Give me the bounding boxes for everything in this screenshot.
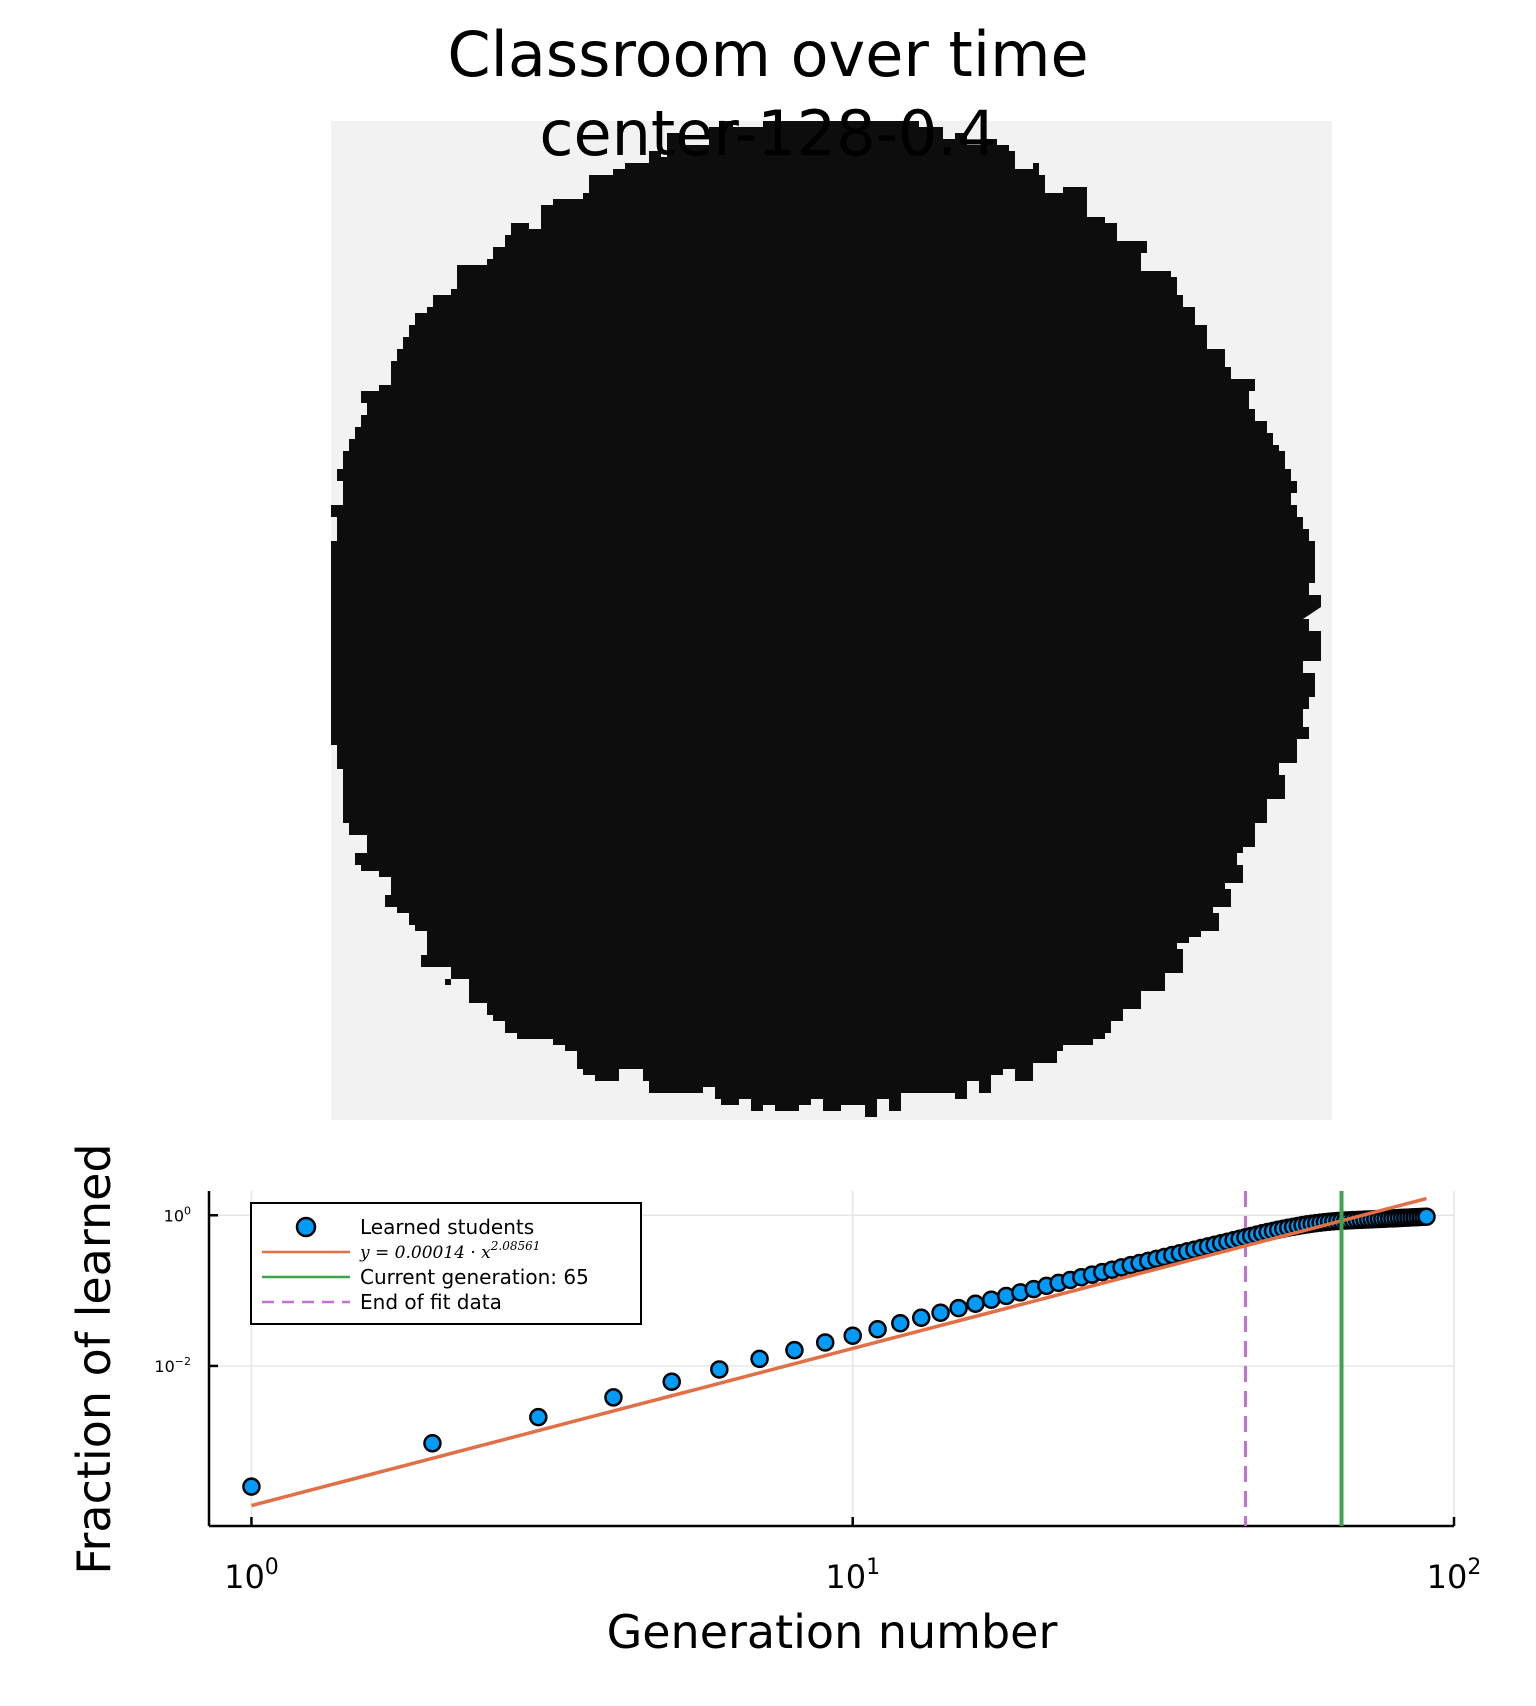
scatter-point: [529, 1407, 548, 1427]
heatmap-learned-region: [331, 121, 1321, 1117]
y-axis-label: Fraction of learned: [67, 1143, 121, 1574]
plot-series: [242, 1191, 1436, 1526]
x-tick-label: 101: [825, 1555, 880, 1596]
scatter-point: [966, 1294, 985, 1314]
scatter-point: [982, 1290, 1001, 1309]
figure-title-line1: Classroom over time: [447, 18, 1089, 91]
scatter-point: [949, 1298, 968, 1318]
x-tick-label: 102: [1427, 1555, 1482, 1596]
scatter-point: [710, 1360, 729, 1379]
x-tick-label: 100: [224, 1555, 279, 1596]
scatter-point: [423, 1434, 442, 1453]
scatter-point: [891, 1313, 910, 1333]
scatter-point: [785, 1340, 804, 1360]
scatter-point: [750, 1349, 769, 1369]
y-tick-label: 10−2: [154, 1355, 191, 1376]
scatter-point: [815, 1333, 835, 1352]
x-axis-label: Generation number: [607, 1605, 1058, 1659]
legend-label-current: Current generation: 65: [360, 1265, 589, 1289]
legend-marker-scatter: [295, 1216, 317, 1238]
fit-line: [250, 1196, 1427, 1508]
legend-box: [250, 1202, 642, 1325]
scatter-point: [931, 1303, 950, 1322]
scatter-point: [604, 1388, 623, 1407]
scatter-point: [242, 1477, 261, 1496]
classroom-heatmap: [331, 121, 1332, 1120]
legend-label-learned: Learned students: [360, 1215, 534, 1239]
scatter-point: [1417, 1207, 1436, 1226]
scatter-point: [662, 1372, 681, 1391]
legend-label-endfit: End of fit data: [360, 1290, 502, 1314]
scatter-point: [911, 1308, 931, 1328]
figure-title-line2: center-128-0.4: [539, 97, 997, 170]
scatter-point: [868, 1319, 887, 1339]
scatter-point: [843, 1326, 862, 1345]
y-tick-label: 100: [164, 1204, 191, 1225]
plot-ticks: 100 101 102 10−2 100: [154, 1204, 1481, 1596]
